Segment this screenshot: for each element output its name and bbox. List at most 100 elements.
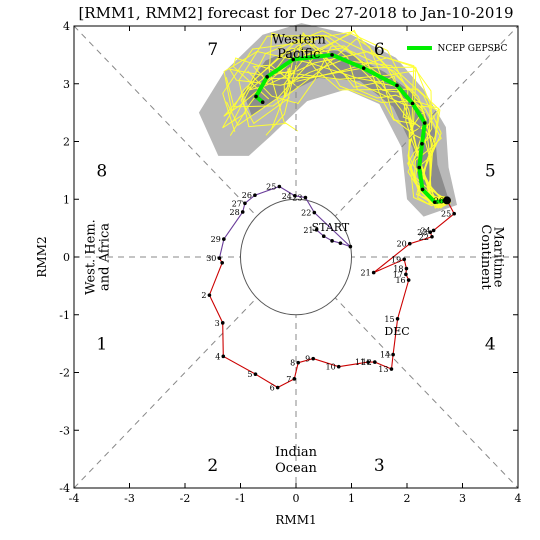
- x-tick-label: -3: [124, 492, 135, 505]
- observed-dec-point: [428, 230, 433, 234]
- observed-dec-day-label: 12: [362, 358, 372, 367]
- observed-nov-day-label: 25: [266, 183, 276, 192]
- observed-nov-day-label: 24: [282, 192, 292, 201]
- chart-title: [RMM1, RMM2] forecast for Dec 27-2018 to…: [78, 4, 513, 22]
- ensemble-mean-point: [432, 200, 437, 204]
- observed-dec-day-label: 14: [380, 351, 390, 360]
- phase-label-5: 5: [485, 161, 496, 181]
- observed-dec-day-label: 4: [215, 352, 220, 361]
- observed-dec-point: [217, 256, 222, 260]
- dec-annotation: DEC: [384, 325, 409, 338]
- observed-nov-point: [330, 239, 334, 243]
- ensemble-member-line: [238, 34, 452, 208]
- region-maritime-continent-line1: Maritime: [491, 227, 506, 288]
- y-tick-label: -4: [59, 482, 70, 495]
- observed-dec-day-label: 13: [378, 365, 388, 374]
- y-tick-label: 4: [63, 20, 70, 33]
- phase-label-3: 3: [374, 456, 385, 476]
- ensemble-member-line: [249, 51, 451, 204]
- phase-label-4: 4: [485, 335, 496, 355]
- region-west-hem-africa-line1: West. Hem.: [84, 219, 99, 295]
- observed-nov-point: [240, 210, 245, 214]
- observed-dec-day-label: 7: [286, 375, 291, 384]
- region-western-pacific-line1: Western: [272, 32, 327, 47]
- observed-dec-point: [207, 293, 212, 297]
- observed-dec-day-label: 16: [395, 276, 405, 285]
- observed-dec-day-label: 19: [391, 255, 401, 264]
- observed-nov-day-label: 27: [232, 199, 242, 208]
- observed-nov-point: [303, 195, 308, 200]
- observed-nov-day-label: 26: [242, 191, 252, 200]
- ensemble-member-line: [223, 50, 447, 199]
- observed-dec-point: [253, 372, 258, 377]
- x-tick-label: -2: [180, 492, 191, 505]
- observed-dec-point: [221, 354, 226, 359]
- ensemble-member-line: [268, 32, 449, 207]
- x-tick-label: -4: [69, 492, 80, 505]
- ensemble-mean-point: [420, 142, 424, 146]
- observed-nov-day-label: 21: [303, 226, 313, 235]
- x-tick-label: 3: [459, 492, 466, 505]
- phase-label-2: 2: [207, 456, 218, 476]
- observed-nov-point: [293, 193, 297, 198]
- y-axis-label: RMM2: [35, 236, 49, 277]
- observed-dec-point: [391, 352, 395, 357]
- observed-nov-day-label: 28: [230, 208, 240, 217]
- observed-dec-day-label: 17: [393, 270, 403, 279]
- observed-nov-point: [321, 234, 326, 239]
- observed-dec-point: [402, 257, 407, 262]
- ensemble-member-line: [247, 45, 444, 205]
- phase-label-1: 1: [96, 335, 107, 355]
- observed-dec-day-label: 5: [247, 370, 252, 379]
- observed-dec-day-label: 8: [290, 359, 295, 368]
- phase-label-8: 8: [96, 161, 107, 181]
- observed-dec-point: [371, 270, 376, 275]
- observed-nov-point: [222, 237, 226, 241]
- ensemble-mean-point: [330, 53, 334, 57]
- ensemble-members: [222, 29, 452, 209]
- x-tick-label: 0: [293, 492, 300, 505]
- observed-dec-point: [220, 321, 225, 325]
- ensemble-mean-point: [410, 101, 415, 106]
- observed-dec-day-label: 23: [417, 228, 427, 237]
- observed-dec-point: [366, 360, 370, 364]
- y-tick-label: 2: [63, 136, 70, 149]
- ensemble-member-line: [228, 57, 451, 203]
- observed-dec-day-label: 18: [393, 265, 403, 274]
- observed-dec-day-label: 10: [326, 363, 336, 372]
- observed-dec-point: [292, 377, 297, 381]
- observed-nov-day-label: 23: [292, 194, 302, 203]
- observed-dec-point: [311, 356, 316, 361]
- observed-dec-day-label: 21: [361, 269, 371, 278]
- start-annotation: START: [312, 221, 350, 234]
- observed-dec-point: [395, 316, 400, 321]
- ensemble-mean-point: [417, 165, 422, 170]
- ensemble-mean-point: [291, 57, 296, 62]
- observed-dec-point: [336, 364, 341, 369]
- observed-nov-day-label: 22: [301, 209, 311, 218]
- ensemble-member-line: [226, 29, 445, 209]
- observed-dec-point: [430, 234, 434, 239]
- observed-dec-point: [404, 272, 408, 277]
- observed-nov-point: [312, 210, 317, 215]
- region-maritime-continent-line2: Continent: [478, 224, 493, 290]
- observed-dec-day-label: 22: [419, 233, 429, 242]
- observed-dec-point: [452, 211, 456, 216]
- observed-dec-day-label: 24: [420, 226, 430, 235]
- y-tick-label: 1: [63, 193, 70, 206]
- y-tick-label: -2: [59, 367, 70, 380]
- y-tick-label: -1: [59, 309, 70, 322]
- observed-nov-day-label: 30: [206, 254, 216, 263]
- observed-dec-point: [431, 228, 436, 233]
- y-tick-label: 3: [63, 78, 70, 91]
- observed-nov-point: [243, 201, 247, 206]
- region-western-pacific-line2: Pacific: [277, 47, 320, 62]
- observed-dec-point: [389, 367, 394, 371]
- ensemble-mean-line: [254, 52, 448, 205]
- legend-label: NCEP GEPSBC: [438, 44, 508, 54]
- region-west-hem-africa-line2: and Africa: [97, 223, 112, 291]
- observed-dec-day-label: 9: [305, 355, 310, 364]
- chart-text: -4 -3 -2 -1 0 1 2 3 4-4-3-2-10123421222324252627…: [35, 4, 522, 527]
- ensemble-mean-point: [260, 100, 265, 105]
- ensemble-mean-point: [254, 94, 258, 99]
